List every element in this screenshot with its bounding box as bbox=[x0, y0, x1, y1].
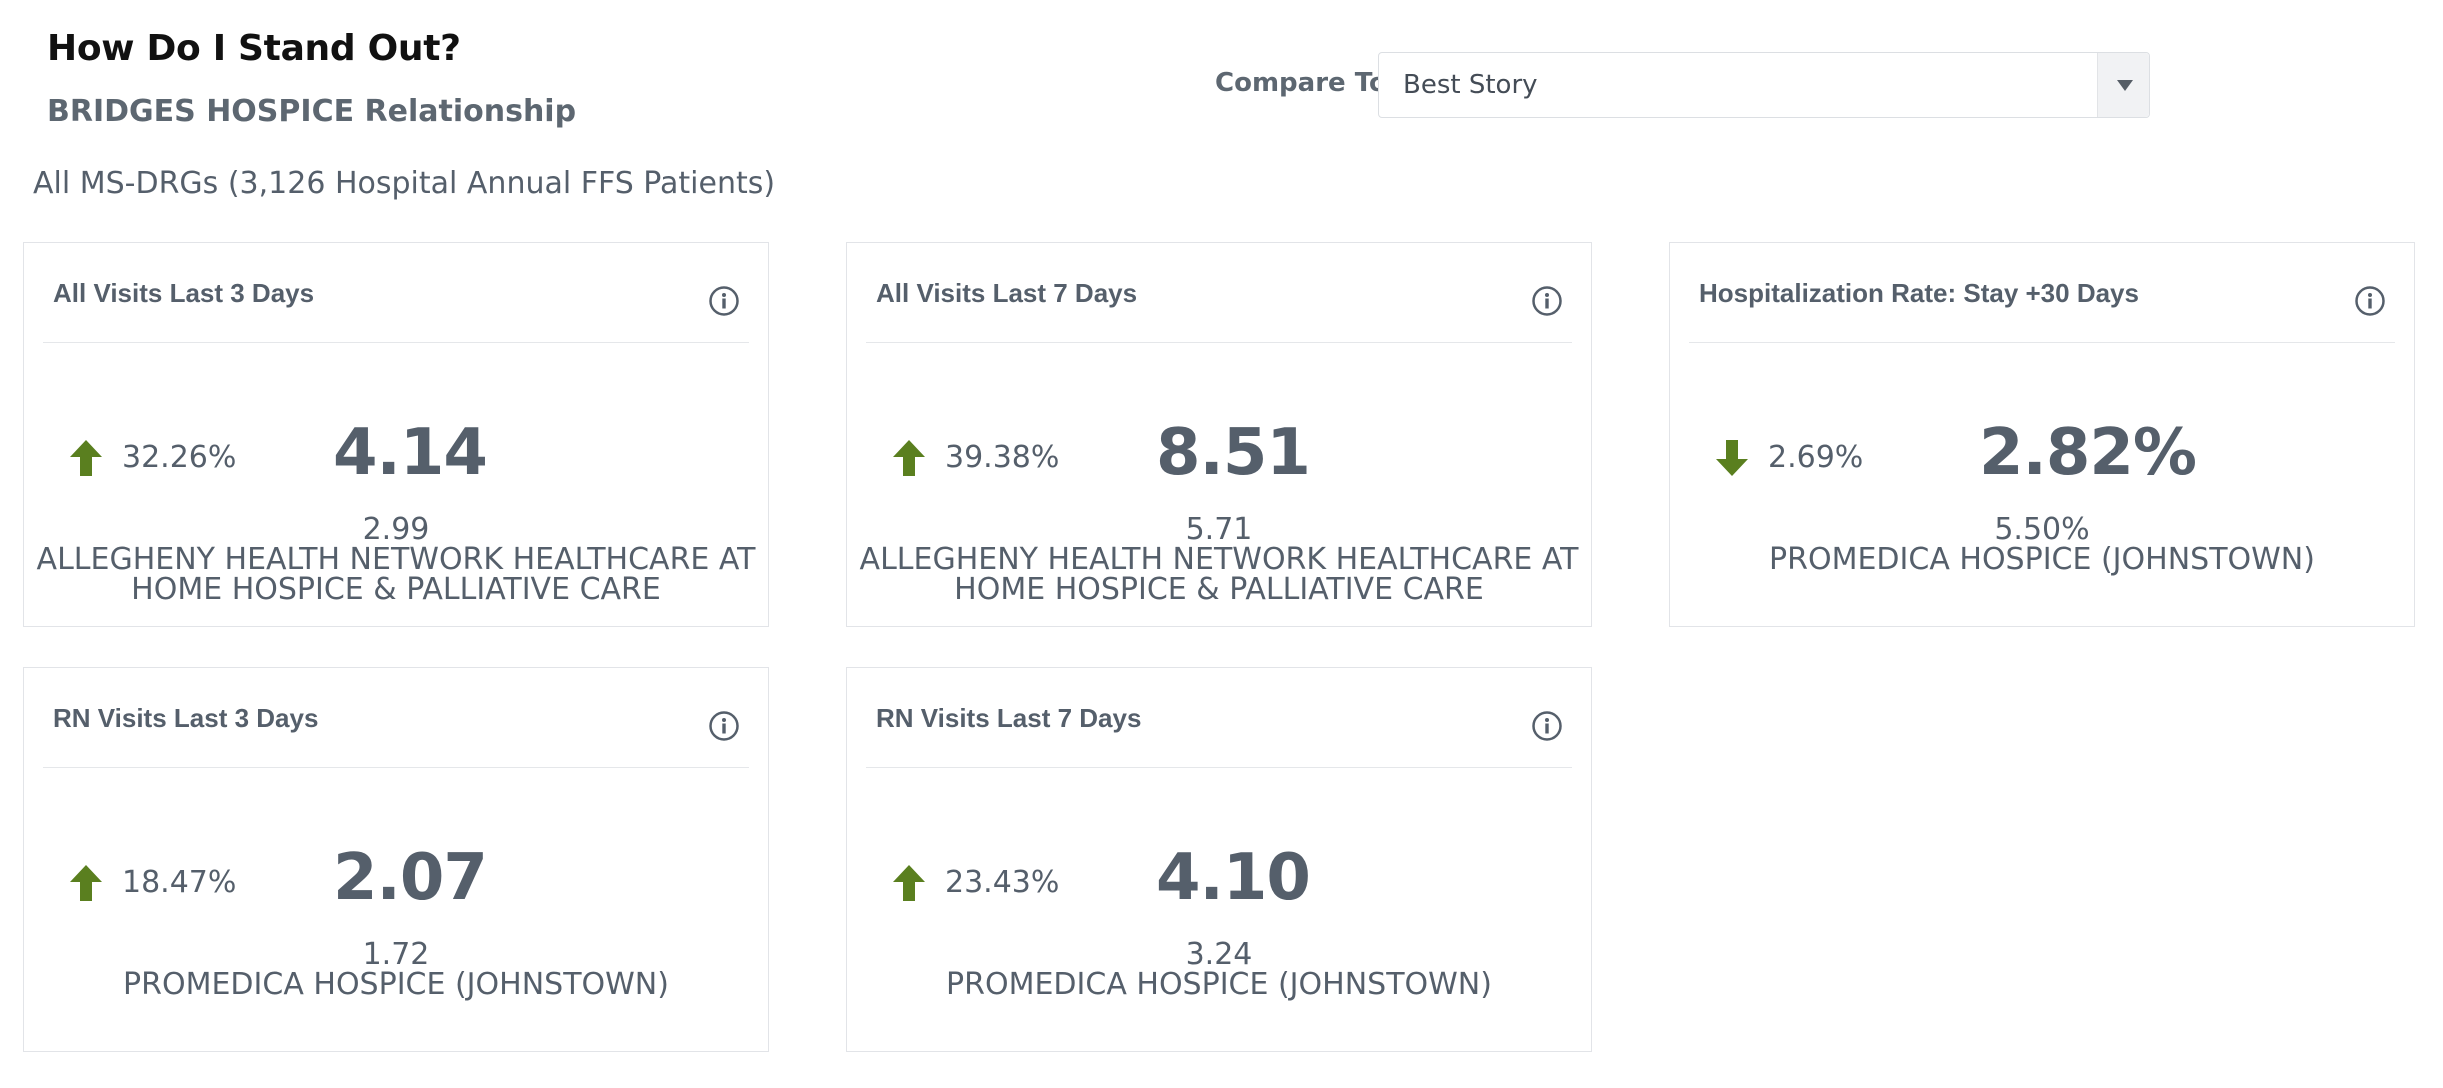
benchmark-value: 5.50% bbox=[1994, 512, 2090, 547]
metric-value: 4.10 bbox=[1156, 841, 1311, 915]
card-divider bbox=[1689, 342, 2395, 343]
change-percent: 32.26% bbox=[122, 440, 237, 475]
card-title: RN Visits Last 7 Days bbox=[876, 703, 1142, 733]
page-subtitle: BRIDGES HOSPICE Relationship bbox=[47, 94, 577, 129]
metric-value: 2.07 bbox=[333, 841, 488, 915]
chevron-down-icon bbox=[2117, 80, 2133, 91]
benchmark-name: PROMEDICA HOSPICE (JOHNSTOWN) bbox=[1769, 542, 2315, 577]
metric-value: 4.14 bbox=[333, 416, 488, 490]
metric-value: 2.82% bbox=[1979, 416, 2197, 490]
info-icon[interactable] bbox=[708, 710, 740, 742]
benchmark-value: 1.72 bbox=[362, 937, 430, 972]
card-divider bbox=[43, 767, 749, 768]
change-percent: 18.47% bbox=[122, 865, 237, 900]
card-divider bbox=[43, 342, 749, 343]
info-icon[interactable] bbox=[1531, 710, 1563, 742]
metric-card-all-visits-7-days: All Visits Last 7 Days 39.38% 8.51 5.71 … bbox=[846, 242, 1592, 627]
metric-card-hospitalization-rate: Hospitalization Rate: Stay +30 Days 2.69… bbox=[1669, 242, 2415, 627]
info-icon[interactable] bbox=[2354, 285, 2386, 317]
metric-card-rn-visits-3-days: RN Visits Last 3 Days 18.47% 2.07 1.72 P… bbox=[23, 667, 769, 1052]
card-title: Hospitalization Rate: Stay +30 Days bbox=[1699, 278, 2139, 308]
info-icon[interactable] bbox=[1531, 285, 1563, 317]
card-title: RN Visits Last 3 Days bbox=[53, 703, 319, 733]
compare-label: Compare To: bbox=[1215, 68, 1398, 98]
benchmark-name: ALLEGHENY HEALTH NETWORK HEALTHCARE AT H… bbox=[859, 542, 1579, 607]
compare-select-value: Best Story bbox=[1403, 70, 1538, 100]
metric-value: 8.51 bbox=[1156, 416, 1311, 490]
info-icon[interactable] bbox=[708, 285, 740, 317]
arrow-up-icon bbox=[70, 865, 102, 901]
change-percent: 39.38% bbox=[945, 440, 1060, 475]
scope-label: All MS-DRGs (3,126 Hospital Annual FFS P… bbox=[33, 166, 776, 201]
change-percent: 23.43% bbox=[945, 865, 1060, 900]
benchmark-value: 5.71 bbox=[1185, 512, 1253, 547]
benchmark-value: 3.24 bbox=[1185, 937, 1253, 972]
metric-card-rn-visits-7-days: RN Visits Last 7 Days 23.43% 4.10 3.24 P… bbox=[846, 667, 1592, 1052]
benchmark-value: 2.99 bbox=[362, 512, 430, 547]
benchmark-name: ALLEGHENY HEALTH NETWORK HEALTHCARE AT H… bbox=[36, 542, 756, 607]
card-title: All Visits Last 3 Days bbox=[53, 278, 315, 308]
metric-card-all-visits-3-days: All Visits Last 3 Days 32.26% 4.14 2.99 … bbox=[23, 242, 769, 627]
card-title: All Visits Last 7 Days bbox=[876, 278, 1138, 308]
benchmark-name: PROMEDICA HOSPICE (JOHNSTOWN) bbox=[123, 967, 669, 1002]
arrow-up-icon bbox=[893, 440, 925, 476]
compare-select[interactable]: Best Story bbox=[1378, 52, 2150, 118]
card-divider bbox=[866, 342, 1572, 343]
page-title: How Do I Stand Out? bbox=[47, 28, 461, 69]
benchmark-name: PROMEDICA HOSPICE (JOHNSTOWN) bbox=[946, 967, 1492, 1002]
arrow-up-icon bbox=[893, 865, 925, 901]
card-divider bbox=[866, 767, 1572, 768]
arrow-up-icon bbox=[70, 440, 102, 476]
dropdown-toggle[interactable] bbox=[2097, 53, 2149, 117]
arrow-down-icon bbox=[1716, 440, 1748, 476]
change-percent: 2.69% bbox=[1768, 440, 1864, 475]
